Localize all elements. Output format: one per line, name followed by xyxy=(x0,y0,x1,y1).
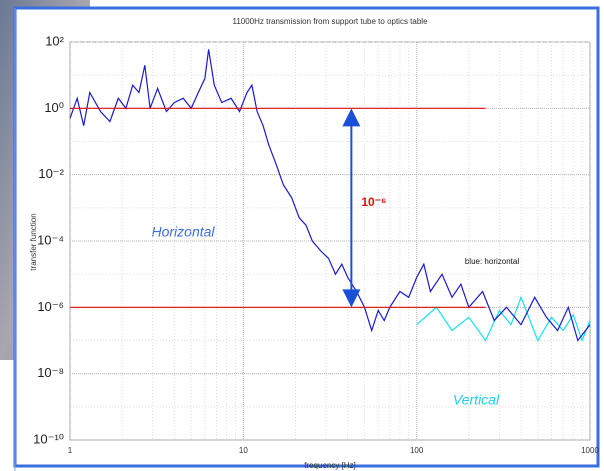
y-axis-label: transfer function xyxy=(29,213,38,270)
arrow-label: 10⁻⁶ xyxy=(361,195,386,209)
annotation: Horizontal xyxy=(151,224,215,240)
x-axis-label: frequency [Hz] xyxy=(304,461,356,470)
arrow-head xyxy=(342,289,361,308)
x-tick-label: 1 xyxy=(68,446,73,455)
x-tick-label: 100 xyxy=(410,446,424,455)
y-tick-label: 10⁻² xyxy=(38,166,64,181)
x-tick-label: 1000 xyxy=(581,446,599,455)
arrow-head xyxy=(342,108,361,127)
annotation: Vertical xyxy=(453,392,500,408)
slide-frame xyxy=(13,6,600,468)
y-tick-label: 10² xyxy=(45,33,64,48)
y-tick-label: 10⁰ xyxy=(44,100,64,115)
y-tick-label: 10⁻⁸ xyxy=(37,365,64,380)
y-tick-label: 10⁻¹⁰ xyxy=(33,431,64,446)
y-tick-label: 10⁻⁴ xyxy=(37,232,64,247)
annotation: blue: horizontal xyxy=(465,257,519,266)
y-tick-label: 10⁻⁶ xyxy=(37,299,64,314)
x-tick-label: 10 xyxy=(239,446,248,455)
data-line xyxy=(69,49,591,342)
chart-title: 11000Hz transmission from support tube t… xyxy=(232,17,428,26)
